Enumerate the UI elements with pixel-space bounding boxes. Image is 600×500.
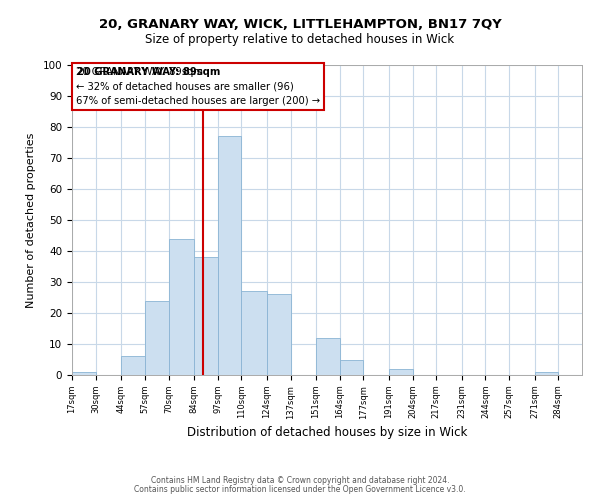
Bar xyxy=(267,294,290,375)
Y-axis label: Number of detached properties: Number of detached properties xyxy=(26,132,36,308)
Bar xyxy=(72,372,95,375)
Bar xyxy=(218,136,241,375)
Text: Size of property relative to detached houses in Wick: Size of property relative to detached ho… xyxy=(145,32,455,46)
Text: 20 GRANARY WAY: 89sqm
← 32% of detached houses are smaller (96)
67% of semi-deta: 20 GRANARY WAY: 89sqm ← 32% of detached … xyxy=(76,66,320,106)
X-axis label: Distribution of detached houses by size in Wick: Distribution of detached houses by size … xyxy=(187,426,467,438)
Text: Contains public sector information licensed under the Open Government Licence v3: Contains public sector information licen… xyxy=(134,485,466,494)
Bar xyxy=(169,238,194,375)
Bar xyxy=(241,292,267,375)
Text: 20, GRANARY WAY, WICK, LITTLEHAMPTON, BN17 7QY: 20, GRANARY WAY, WICK, LITTLEHAMPTON, BN… xyxy=(98,18,502,30)
Bar xyxy=(121,356,145,375)
Bar xyxy=(194,257,218,375)
Bar xyxy=(145,300,169,375)
Bar xyxy=(535,372,559,375)
Bar xyxy=(389,369,413,375)
Text: 20 GRANARY WAY: 89sqm: 20 GRANARY WAY: 89sqm xyxy=(77,68,220,78)
Text: Contains HM Land Registry data © Crown copyright and database right 2024.: Contains HM Land Registry data © Crown c… xyxy=(151,476,449,485)
Bar xyxy=(316,338,340,375)
Bar xyxy=(340,360,364,375)
